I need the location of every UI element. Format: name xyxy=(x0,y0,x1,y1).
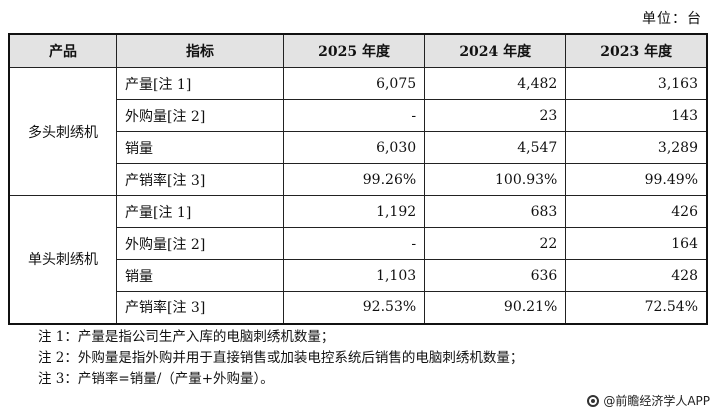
value-2023: 426 xyxy=(565,195,708,228)
value-2025: 1,192 xyxy=(282,195,426,228)
value-2024: 22 xyxy=(424,227,567,260)
value-2025: - xyxy=(282,99,426,132)
table-row: 销量 1,103 636 428 xyxy=(9,259,708,292)
metric-cell: 销量 xyxy=(116,131,284,164)
value-2025: 92.53% xyxy=(282,291,426,324)
header-2023: 2023 年度 xyxy=(565,33,708,68)
value-2025: 6,030 xyxy=(282,131,426,164)
value-2025: 1,103 xyxy=(282,259,426,292)
footnote-2: 注 2：外购量是指外购并用于直接销售或加装电控系统后销售的电脑刺绣机数量； xyxy=(38,350,524,366)
group-single-head: 单头刺绣机 xyxy=(8,195,117,324)
source-label: @前瞻经济学人APP xyxy=(603,394,710,408)
value-2025: 99.26% xyxy=(282,163,426,196)
value-2024: 4,547 xyxy=(424,131,567,164)
table-row: 单头刺绣机 产量[注 1] 1,192 683 426 xyxy=(8,195,708,324)
value-2023: 143 xyxy=(565,99,708,132)
value-2024: 683 xyxy=(424,195,567,228)
table-row: 产销率[注 3] 92.53% 90.21% 72.54% xyxy=(9,291,708,324)
metric-cell: 外购量[注 2] xyxy=(116,227,284,260)
value-2024: 636 xyxy=(424,259,567,292)
value-2023: 428 xyxy=(565,259,708,292)
metric-cell: 产量[注 1] xyxy=(116,195,284,228)
value-2023: 3,163 xyxy=(565,67,708,100)
footnote-3: 注 3：产销率=销量/（产量+外购量）。 xyxy=(38,371,274,387)
table-row: 产销率[注 3] 99.26% 100.93% 99.49% xyxy=(9,163,708,196)
table-row: 多头刺绣机 产量[注 1] 6,075 4,482 3,163 xyxy=(8,67,708,196)
header-2025: 2025 年度 xyxy=(282,33,426,68)
value-2024: 4,482 xyxy=(424,67,567,100)
metric-cell: 外购量[注 2] xyxy=(116,99,284,132)
value-2025: - xyxy=(282,227,426,260)
source-footer: @前瞻经济学人APP xyxy=(587,392,710,409)
value-2023: 99.49% xyxy=(565,163,708,196)
metric-cell: 产销率[注 3] xyxy=(116,163,284,196)
table-header-row: 产品 指标 2025 年度 2024 年度 2023 年度 xyxy=(8,33,708,68)
value-2024: 100.93% xyxy=(424,163,567,196)
production-sales-table: 产品 指标 2025 年度 2024 年度 2023 年度 多头刺绣机 产量[注… xyxy=(8,33,708,325)
table-row: 销量 6,030 4,547 3,289 xyxy=(9,131,708,164)
footnote-1: 注 1：产量是指公司生产入库的电脑刺绣机数量； xyxy=(38,329,335,345)
value-2023: 72.54% xyxy=(565,291,708,324)
group-multi-head: 多头刺绣机 xyxy=(8,67,117,196)
header-metric: 指标 xyxy=(116,33,284,68)
header-2024: 2024 年度 xyxy=(424,33,567,68)
footnotes: 注 1：产量是指公司生产入库的电脑刺绣机数量； 注 2：外购量是指外购并用于直接… xyxy=(38,327,523,390)
value-2023: 3,289 xyxy=(565,131,708,164)
unit-label: 单位：台 xyxy=(642,11,702,27)
header-product: 产品 xyxy=(8,33,117,68)
table-row: 外购量[注 2] - 22 164 xyxy=(9,227,708,260)
value-2025: 6,075 xyxy=(282,67,426,100)
value-2024: 90.21% xyxy=(424,291,567,324)
qianzhan-logo-icon xyxy=(587,394,600,407)
value-2023: 164 xyxy=(565,227,708,260)
metric-cell: 产销率[注 3] xyxy=(116,291,284,324)
metric-cell: 销量 xyxy=(116,259,284,292)
value-2024: 23 xyxy=(424,99,567,132)
metric-cell: 产量[注 1] xyxy=(116,67,284,100)
